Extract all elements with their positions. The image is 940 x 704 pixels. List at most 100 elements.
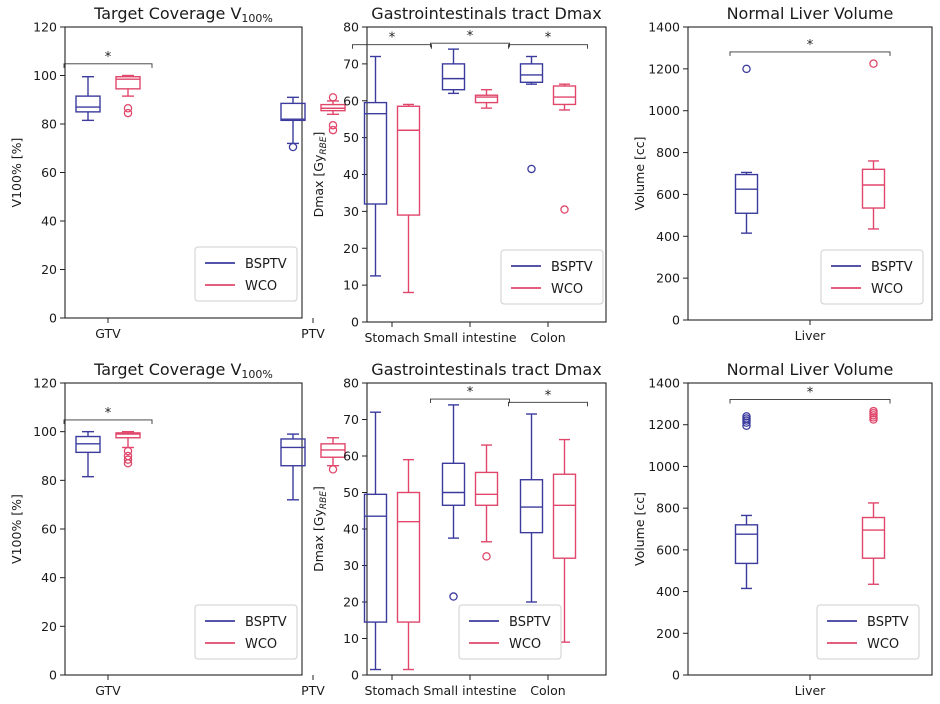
y-axis-label: Volume [cc] [632, 137, 647, 211]
significance-label: * [807, 385, 814, 400]
y-tick-label: 80 [343, 20, 359, 35]
outlier-point [869, 415, 878, 424]
y-tick-label: 60 [41, 522, 57, 537]
box-bsptv [363, 55, 388, 277]
chart-panel: Target Coverage V100% V100% [%] 0 20 40 60 80 1… [9, 360, 346, 698]
y-tick-label: 40 [343, 522, 359, 537]
y-axis-label: Dmax [GyRBE] [311, 486, 329, 572]
legend-label: BSPTV [509, 615, 551, 630]
y-tick-label: 0 [351, 315, 359, 330]
y-tick-label: 40 [41, 570, 57, 585]
box-iqr [441, 63, 466, 91]
box-bsptv [441, 48, 466, 95]
outlier-point [449, 592, 458, 601]
y-tick-label: 60 [343, 449, 359, 464]
y-axis-label-subscript: RBE [319, 491, 329, 509]
x-tick-label: GTV [95, 683, 121, 698]
outlier-point [123, 108, 133, 118]
y-tick-label: 80 [343, 376, 359, 391]
box-wco [861, 406, 886, 585]
y-tick-label: 600 [656, 542, 680, 557]
y-tick-label: 800 [656, 501, 680, 516]
legend-box [500, 249, 604, 305]
y-tick-label: 80 [41, 117, 57, 132]
legend-label: WCO [551, 282, 583, 297]
y-tick-label: 10 [343, 631, 359, 646]
y-tick-label: 0 [672, 668, 680, 683]
significance-label: * [467, 29, 474, 44]
legend-label: BSPTV [871, 260, 913, 275]
y-tick-label: 0 [351, 668, 359, 683]
significance-label: * [105, 406, 112, 421]
significance-label: * [545, 388, 552, 403]
legend-box [458, 604, 562, 660]
legend: BSPTV WCO [816, 604, 920, 660]
legend-label: WCO [871, 282, 903, 297]
chart-title: Target Coverage V100% [93, 360, 273, 381]
y-tick-label: 120 [33, 20, 57, 35]
box-iqr [519, 479, 544, 534]
y-tick-label: 400 [656, 584, 680, 599]
legend-box [820, 249, 924, 305]
y-tick-label: 1400 [648, 376, 680, 391]
significance-bracket [508, 401, 588, 407]
significance-bracket [63, 419, 153, 424]
y-tick-label: 100 [33, 68, 57, 83]
outlier-point [482, 552, 491, 561]
box-bsptv [519, 55, 544, 174]
box-wco [320, 93, 346, 135]
box-iqr [734, 524, 759, 565]
legend: BSPTV WCO [194, 246, 298, 302]
legend-label: WCO [509, 637, 541, 652]
box-bsptv [519, 413, 544, 634]
box-iqr [363, 493, 388, 623]
outlier-point [328, 125, 338, 135]
y-tick-label: 70 [343, 56, 359, 71]
y-tick-label: 20 [41, 262, 57, 277]
significance-bracket [63, 63, 153, 68]
chart-panel: Normal Liver Volume Volume [cc] 0 200 400 600… [632, 360, 933, 698]
outlier-point [742, 64, 751, 74]
legend: BSPTV WCO [500, 249, 604, 305]
chart-title: Normal Liver Volume [727, 4, 894, 23]
y-tick-label: 0 [49, 668, 57, 683]
outlier-point [742, 418, 751, 427]
y-tick-label: 400 [656, 229, 680, 244]
box-bsptv [75, 76, 101, 122]
chart-panel: Target Coverage V100% V100% [%] 0 20 40 60 80 1… [9, 4, 346, 341]
y-tick-label: 30 [343, 204, 359, 219]
significance-label: * [105, 50, 112, 65]
y-tick-label: 70 [343, 412, 359, 427]
y-tick-label: 20 [343, 595, 359, 610]
chart-title: Gastrointestinals tract Dmax [371, 360, 601, 379]
chart-title: Normal Liver Volume [727, 360, 894, 379]
significance-label: * [545, 31, 552, 46]
legend-label: BSPTV [551, 260, 593, 275]
box-iqr [552, 85, 577, 106]
outlier-point [527, 164, 536, 174]
box-bsptv [280, 96, 306, 152]
box-iqr [115, 76, 141, 90]
legend-label: WCO [245, 637, 277, 652]
box-iqr [474, 471, 499, 506]
chart-panel: Gastrointestinals tract Dmax Dmax [GyRBE]… [311, 4, 607, 345]
box-iqr [861, 516, 886, 559]
y-tick-label: 50 [343, 485, 359, 500]
x-tick-label: PTV [301, 326, 325, 341]
legend-label: BSPTV [867, 615, 909, 630]
y-tick-label: 120 [33, 376, 57, 391]
outlier-point [328, 465, 338, 474]
legend-label: BSPTV [245, 615, 287, 630]
box-wco [320, 437, 346, 474]
box-iqr [552, 473, 577, 559]
y-tick-label: 0 [672, 313, 680, 328]
y-tick-label: 1000 [648, 459, 680, 474]
box-bsptv [734, 64, 759, 234]
box-iqr [280, 102, 306, 122]
legend: BSPTV WCO [820, 249, 924, 305]
y-tick-label: 1200 [648, 61, 680, 76]
y-tick-label: 1400 [648, 20, 680, 35]
box-bsptv [75, 430, 101, 478]
x-tick-label: Stomach [364, 330, 419, 345]
box-wco [552, 83, 577, 214]
